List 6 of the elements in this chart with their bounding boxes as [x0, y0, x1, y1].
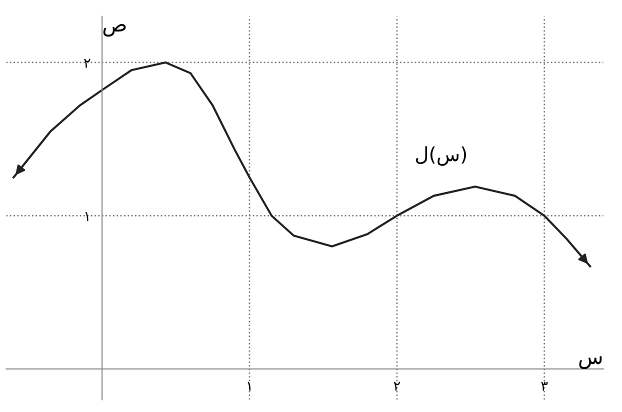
x-tick-label: ٢ [394, 382, 400, 391]
x-tick-label: ٣ [541, 382, 548, 391]
y-axis-title: ص [103, 24, 126, 37]
x-axis-title: س [579, 356, 602, 369]
x-tick-label: ١ [248, 382, 251, 391]
annotation: ل(س) [416, 146, 466, 166]
